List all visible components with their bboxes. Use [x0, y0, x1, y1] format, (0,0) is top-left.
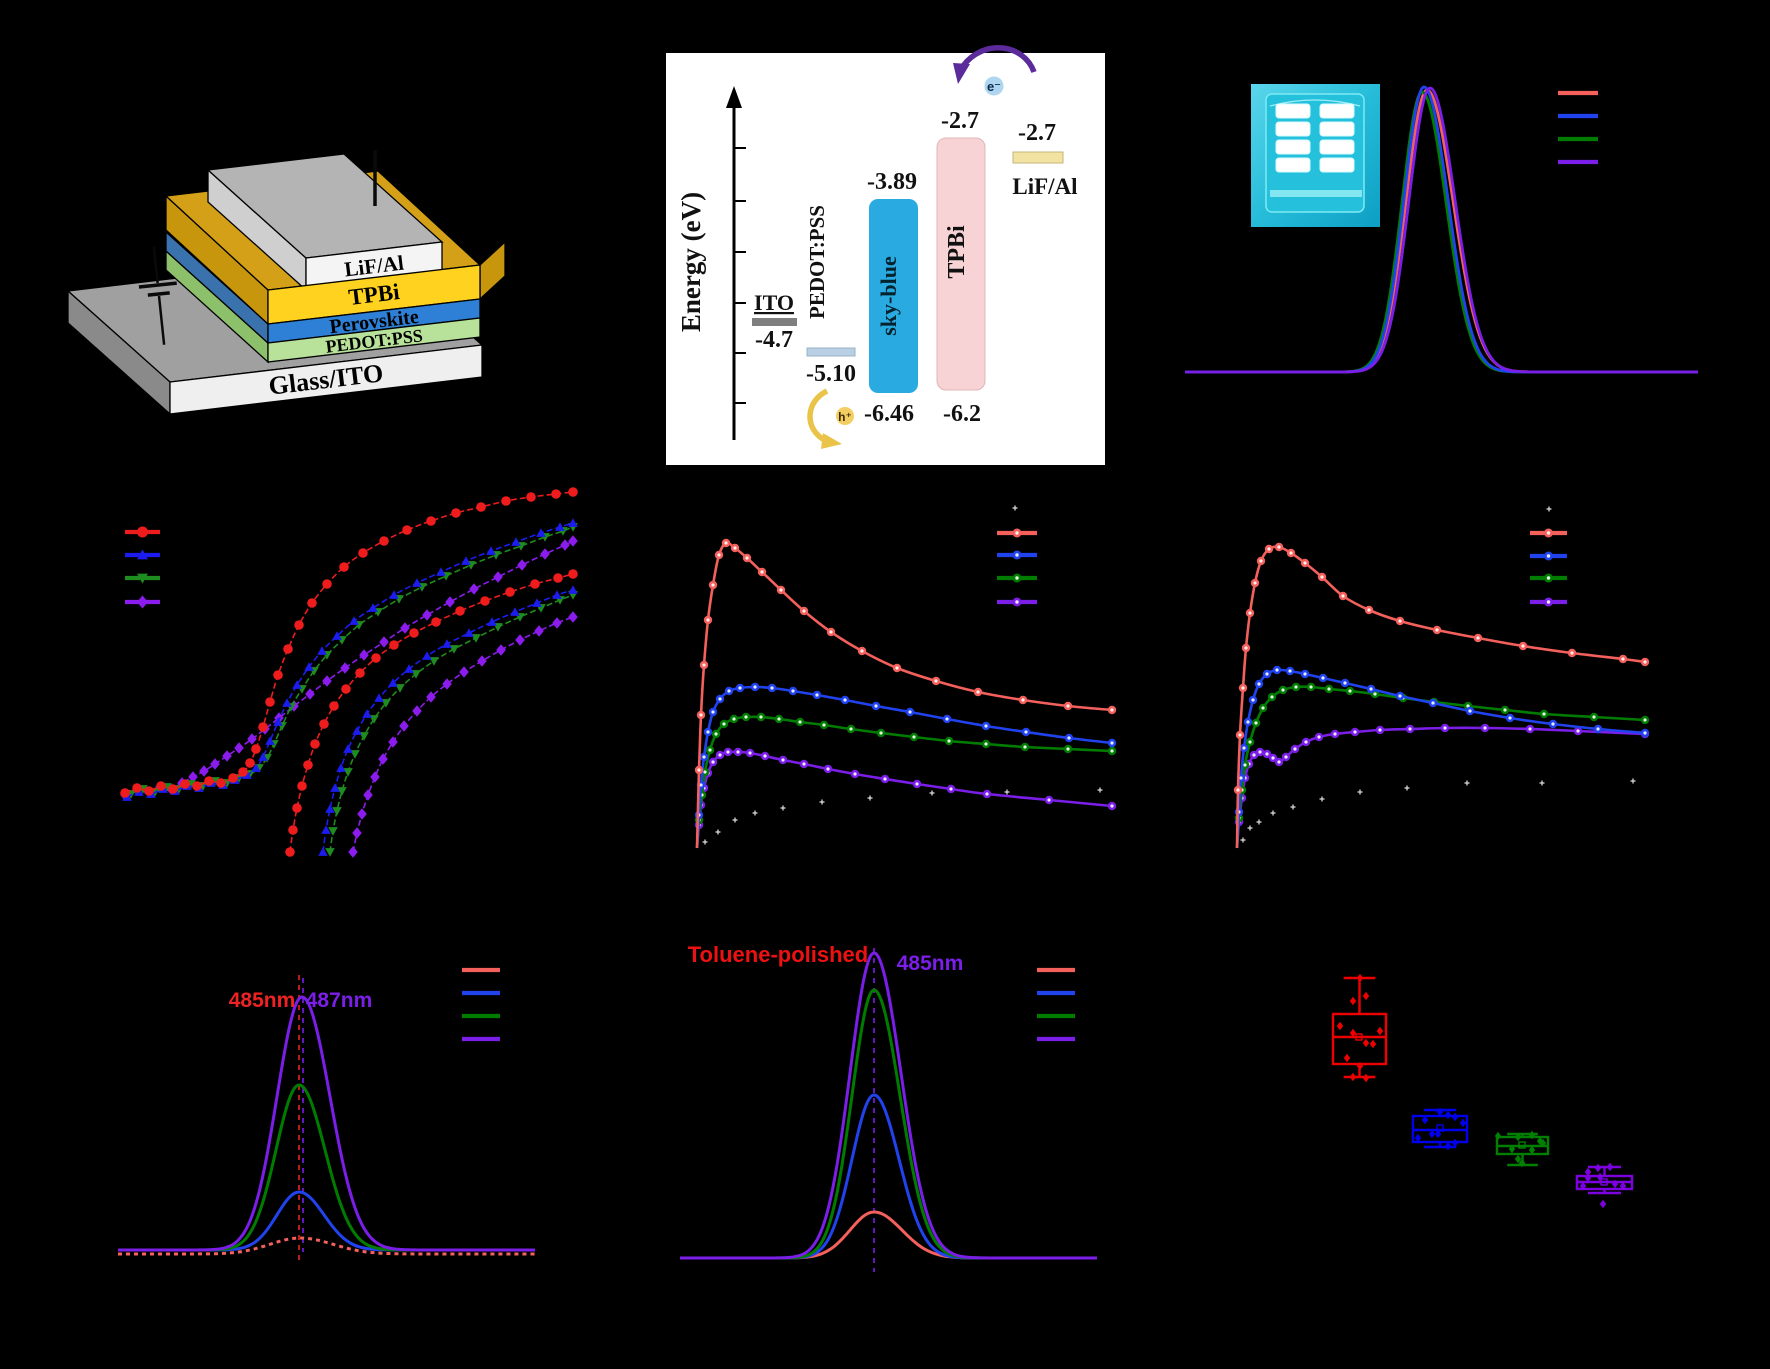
tpbi-lumo-value: -2.7	[941, 108, 979, 134]
panel-d-series-1	[126, 523, 578, 799]
panel-d-series-7	[285, 569, 578, 857]
panel-d-series-0	[120, 535, 578, 801]
layer-label-tpbi: TPBi	[347, 279, 401, 310]
substrate-front-face	[169, 344, 483, 415]
tpbi-energy-label: TPBi	[944, 225, 970, 279]
tpbi-box	[936, 137, 986, 391]
ito-level-bar	[752, 318, 797, 326]
pedot-front-face	[267, 317, 481, 363]
battery-symbol	[138, 246, 177, 345]
panel-h-pl-spectra-curve-0	[680, 1210, 1097, 1260]
energy-axis-arrowhead	[726, 86, 742, 108]
chart-panels	[118, 85, 1698, 1272]
electron-icon	[984, 76, 1004, 96]
electron-arrowhead	[953, 63, 970, 84]
panel-d-jvl	[120, 487, 578, 858]
panel-e-current-efficiency-series-4	[694, 538, 1117, 849]
panel-c-el-spectra-curve-3	[1185, 86, 1698, 374]
panel-h-pl-spectra-curve-3	[680, 951, 1097, 1260]
hole-arrowhead	[821, 433, 842, 449]
pl-peak-label-485: 485nm	[229, 989, 296, 1012]
emitter-label: sky-blue	[876, 256, 901, 336]
panel-g-pl-spectra-curve-2	[118, 1083, 536, 1252]
lifal-level-bar	[1012, 151, 1064, 164]
toluene-polished-title: Toluene-polished	[688, 942, 868, 967]
panel-e-current-efficiency-series-3	[694, 682, 1117, 849]
emitter-box	[869, 199, 918, 393]
pl-polished-peak-label: 485nm	[897, 952, 964, 975]
panel-g-pl-spectra	[118, 975, 536, 1262]
ito-label: ITO	[754, 290, 794, 315]
panel-d-series-2	[122, 518, 578, 801]
electron-arrow	[960, 45, 1037, 74]
ito-value: -4.7	[755, 327, 793, 353]
panel-i-box-2	[1494, 1130, 1550, 1168]
emitter-lumo-value: -3.89	[867, 169, 917, 195]
lifal-value: -2.7	[1018, 120, 1056, 146]
panel-h-pl-spectra	[680, 948, 1097, 1272]
panel-e-current-efficiency	[694, 538, 1117, 849]
panel-i-eqe-boxplot	[1331, 973, 1634, 1209]
panel-f-eqe-legend	[1530, 506, 1567, 607]
energy-axis-ticks	[734, 147, 746, 404]
pedot-value: -5.10	[806, 361, 856, 387]
panel-c-el-spectra-legend	[1558, 90, 1598, 165]
hole-symbol: h⁺	[838, 410, 852, 424]
panel-g-pl-spectra-legend	[462, 967, 500, 1042]
panel-d-series-3	[120, 487, 578, 798]
energy-axis-label: Energy (eV)	[676, 192, 706, 332]
panel-device-structure: LiF/Al TPBi Perovskite PEDOT:PSS Glass/I…	[66, 150, 506, 416]
panel-d-series-6	[318, 585, 578, 856]
tpbi-right-face	[479, 240, 506, 301]
device-photo-inset	[1251, 84, 1380, 227]
photo-emitting-pixels	[1275, 103, 1355, 173]
panel-g-pl-spectra-curve-0	[118, 1236, 535, 1256]
panel-i-box-0	[1331, 973, 1388, 1083]
panel-f-eqe-series-3	[1234, 665, 1650, 849]
panel-f-eqe-series-2	[1234, 682, 1650, 849]
electron-symbol: e⁻	[987, 79, 1001, 94]
panel-h-pl-spectra-legend	[1037, 967, 1075, 1042]
panel-c-el-spectra	[1185, 85, 1698, 374]
panel-i-box-3	[1575, 1162, 1634, 1209]
panel-energy-diagram: Energy (eV) ITO -4.7 PEDOT:PSS -5.10 sky…	[666, 45, 1105, 465]
panel-f-eqe-series-4	[1233, 542, 1650, 849]
panel-f-eqe-series-0	[1240, 778, 1636, 843]
panel-h-pl-spectra-curve-1	[680, 1093, 1097, 1260]
pedot-level-bar	[806, 347, 856, 357]
photo-bottom-strip	[1270, 190, 1362, 197]
panel-i-box-1	[1411, 1107, 1469, 1151]
pedot-label: PEDOT:PSS	[805, 205, 829, 319]
panel-d-legend	[125, 526, 160, 609]
panel-g-pl-spectra-curve-3	[118, 995, 536, 1252]
panel-e-current-efficiency-series-1	[694, 747, 1117, 849]
pl-peak-label-487: 487nm	[306, 989, 373, 1012]
panel-d-series-5	[325, 591, 578, 857]
emitter-homo-value: -6.46	[864, 401, 914, 427]
lifal-energy-label: LiF/Al	[1012, 174, 1077, 199]
panel-e-current-efficiency-legend	[997, 505, 1037, 607]
panel-d-series-4	[348, 611, 578, 858]
panel-f-eqe	[1233, 542, 1650, 849]
panel-f-eqe-series-1	[1234, 723, 1650, 849]
hole-icon	[836, 407, 854, 425]
tpbi-homo-value: -6.2	[943, 401, 981, 427]
panel-e-current-efficiency-series-2	[694, 712, 1117, 849]
panel-e-current-efficiency-series-0	[702, 787, 1103, 845]
hole-arrow	[807, 388, 829, 444]
